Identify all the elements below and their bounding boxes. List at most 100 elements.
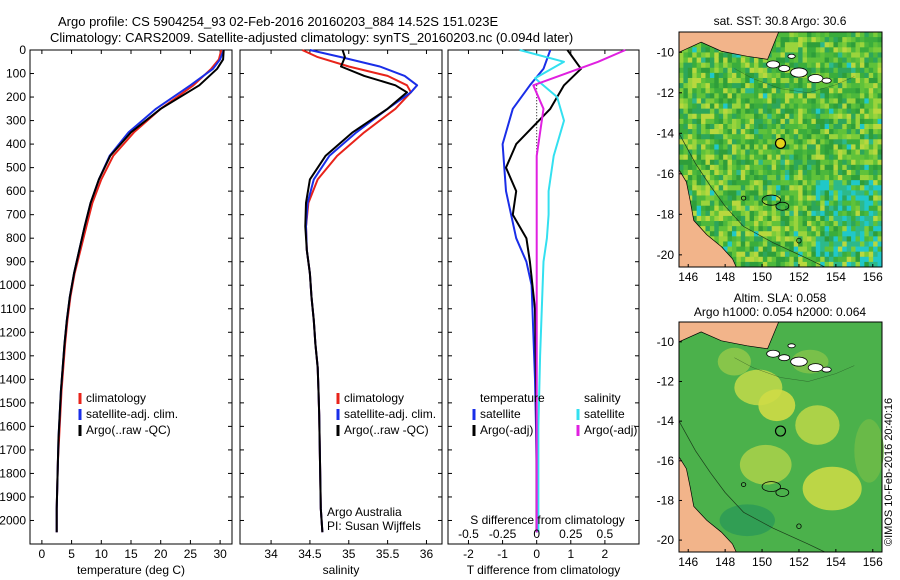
sst_map-cell [767, 169, 773, 176]
sst_map-cell [736, 231, 742, 237]
sla_map-blob [795, 405, 840, 445]
sst_map-cell [877, 98, 883, 104]
sla_map-blob [739, 444, 792, 485]
difference-salinity-legend-label: salinity [584, 391, 621, 405]
sst_map-cell [679, 52, 684, 58]
sst_map-cell [727, 103, 733, 110]
sst_map-cell [851, 169, 856, 176]
sst_map-cell [833, 231, 839, 237]
sst_map-cell [793, 113, 799, 120]
sst_map-cell [723, 98, 728, 104]
sst_map-cell [789, 215, 795, 222]
sst_map-cell [767, 134, 773, 140]
sst_map-cell [762, 226, 768, 232]
sst_map-cell [793, 175, 799, 181]
sst_map-cell [767, 113, 773, 120]
sst_map-cell [864, 185, 870, 191]
sst_map-cell [762, 185, 768, 191]
sst_map-cell [745, 215, 751, 222]
sst_map-cell [784, 72, 790, 79]
sst_map-cell [767, 256, 773, 263]
sst_map-cell [873, 236, 878, 242]
sst_map-cell [754, 236, 759, 242]
sst_map-cell [705, 154, 711, 161]
sst_map-ytick-label: -20 [657, 248, 675, 262]
sst_map-cell [692, 57, 698, 64]
sst_map-cell [784, 52, 790, 58]
sst_map-cell [758, 205, 764, 212]
sst_map-cell [855, 67, 861, 74]
sst_map-cell [718, 83, 724, 89]
sst_map-cell [829, 215, 834, 222]
sst_map-cell [692, 144, 698, 150]
sst_map-cell [855, 195, 861, 201]
sst_map-cell [696, 129, 702, 135]
sst_map-cell [731, 118, 737, 125]
sst_map-cell [846, 241, 852, 247]
sst_map-cell [833, 134, 839, 140]
sst_map-cell [718, 149, 724, 156]
salinity-xtick-label: 34 [264, 547, 278, 561]
sst_map-cell [709, 144, 715, 150]
sst_map-cell [806, 57, 812, 64]
sst_map-cell [877, 134, 883, 140]
sst_map-cell [842, 72, 848, 79]
sst_map-cell [868, 164, 874, 171]
sst_map-cell [811, 175, 817, 181]
sst_map-cell [873, 190, 878, 196]
institution-label: Argo Australia [327, 505, 402, 519]
sst_map-cell [855, 246, 861, 253]
sst_map-cell [749, 77, 755, 84]
sst_map-cell [789, 144, 795, 150]
sst_map-cell [718, 221, 724, 227]
sst_map-cell [846, 37, 852, 43]
sst_map-cell [789, 200, 795, 207]
sst_map-cell [736, 185, 742, 191]
sst_map-cell [789, 205, 795, 212]
sst_map-cell [745, 83, 751, 89]
sst_map-cell [754, 67, 759, 74]
sst_map-cell [767, 241, 773, 247]
sst_map-cell [833, 72, 839, 79]
sst_map-cell [736, 164, 742, 171]
sst_map-cell [771, 200, 777, 207]
sst_map-cell [692, 123, 698, 130]
sst_map-cell [718, 169, 724, 176]
sst_map-cell [837, 52, 843, 58]
sst_map-cell [811, 215, 817, 222]
sst_map-cell [855, 129, 861, 135]
sst_map-cell [806, 139, 812, 145]
sst_map-cell [718, 72, 724, 79]
sst_map-cell [701, 190, 706, 196]
sst_map-cell [806, 113, 812, 120]
sst_map-cell [718, 205, 724, 212]
sst_map-cell [687, 180, 693, 186]
sst_map-cell [714, 93, 720, 99]
sst_map-cell [846, 236, 852, 242]
sst_map-cell [762, 149, 768, 156]
sst_map-cell [846, 190, 852, 196]
sst_map-cell [696, 123, 702, 130]
sst_map-cell [723, 52, 728, 58]
sst_map-cell [789, 261, 795, 268]
sst_map-cell [824, 98, 830, 104]
sst_map-cell [811, 169, 817, 176]
difference-frame [447, 49, 640, 545]
sst_map-cell [806, 236, 812, 242]
sst_map-cell [793, 226, 799, 232]
sst_map-cell [780, 103, 786, 110]
sst_map-cell [731, 139, 737, 145]
sst_map-cell [696, 190, 702, 196]
sst_map-cell [740, 175, 746, 181]
temperature-series-line [55, 49, 225, 533]
sst_map-cell [679, 83, 684, 89]
sst_map-cell [851, 129, 856, 135]
sst_map-cell [784, 195, 790, 201]
sst_map-cell [776, 226, 781, 232]
sst_map-cell [709, 134, 715, 140]
sst_map-cell [846, 72, 852, 79]
sst_map-cell [740, 129, 746, 135]
sst_map-cell [723, 129, 728, 135]
difference-xtick-label: 0 [533, 547, 540, 561]
sst_map-cell [749, 134, 755, 140]
